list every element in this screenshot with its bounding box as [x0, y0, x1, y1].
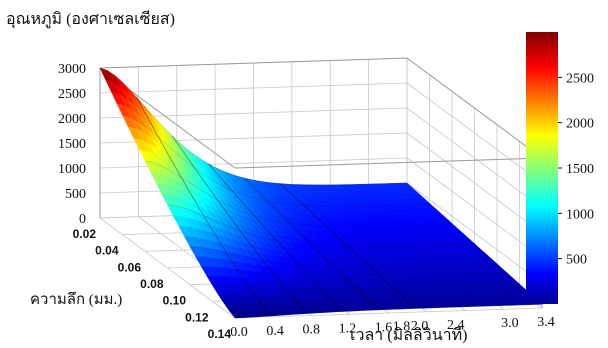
time-tick-label: 1.2 [339, 321, 357, 336]
colorbar [526, 32, 558, 304]
colorbar-ticks: 500 1000 1500 2000 2500 [558, 71, 594, 268]
time-tick-label: 3.0 [501, 316, 519, 331]
temp-tick-label: 0 [79, 212, 86, 227]
surface-mesh-line [99, 67, 408, 186]
surface-contour [208, 163, 344, 312]
surface-mesh-line [144, 160, 453, 227]
y-axis-title: ความลึก (มม.) [30, 291, 122, 308]
temp-tick-label: 3000 [58, 62, 86, 77]
depth-tick-label: 0.04 [95, 244, 119, 258]
temp-tick-label: 1000 [58, 162, 86, 177]
time-tick-label: 0.8 [302, 323, 320, 338]
temp-tick-label: 2500 [58, 87, 86, 102]
z-axis-title: อุณหภูมิ (องศาเซลเซียส) [6, 10, 175, 29]
time-tick-label: 0.0 [230, 325, 248, 340]
surface-patch [228, 310, 244, 319]
time-tick-label: 3.4 [537, 315, 555, 330]
surface-mesh-line [167, 204, 475, 247]
temp-tick-label: 1500 [58, 137, 86, 152]
time-tick-label: 2.0 [411, 319, 429, 334]
depth-tick-label: 0.06 [118, 260, 142, 274]
box-edge [406, 57, 543, 159]
box-edge [99, 57, 408, 69]
grid-line [234, 307, 543, 319]
colorbar-tick-label: 2000 [566, 117, 594, 132]
surface-mesh-line [212, 283, 520, 290]
x-axis-title: เวลา (มิลลิวินาที) [350, 326, 468, 344]
tick-labels: 0 500 1000 1500 2000 2500 3000 0.02 0.04 0.06 0.08… [58, 62, 555, 341]
surface-contour [171, 135, 308, 314]
box-edge [234, 157, 543, 169]
temperature-surface [99, 67, 543, 319]
time-tick-label: 1.8 [393, 320, 411, 335]
depth-tick-label: 0.14 [208, 327, 232, 341]
surface-contour [135, 96, 272, 317]
depth-tick-label: 0.02 [73, 227, 97, 241]
time-tick-label: 2.4 [447, 318, 465, 333]
temp-tick-label: 2000 [58, 112, 86, 127]
temp-tick-label: 500 [65, 187, 86, 202]
surface-mesh-line [189, 246, 498, 268]
colorbar-tick-label: 1000 [566, 207, 594, 222]
surface-mesh-line [234, 304, 543, 319]
surface-mesh-line [122, 114, 430, 206]
surface-contour [280, 183, 416, 309]
colorbar-tick-label: 1500 [566, 162, 594, 177]
depth-tick-label: 0.08 [140, 277, 164, 291]
depth-tick-label: 0.10 [163, 294, 187, 308]
time-tick-label: 1.6 [375, 320, 393, 335]
surface-contour [244, 177, 380, 311]
depth-tick-label: 0.12 [185, 310, 209, 324]
colorbar-tick-label: 500 [566, 253, 587, 268]
time-tick-label: 0.4 [266, 324, 284, 339]
colorbar-tick-label: 2500 [566, 71, 594, 86]
